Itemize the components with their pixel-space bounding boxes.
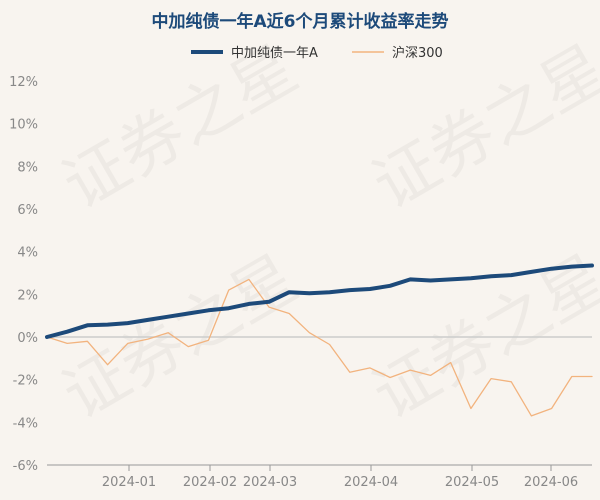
y-tick-label: 12% <box>9 75 38 90</box>
x-tick-label: 2024-05 <box>445 475 499 490</box>
watermark-text: 证券之星 <box>361 242 600 434</box>
legend: 中加纯债一年A 沪深300 <box>191 45 443 61</box>
x-tick-label: 2024-02 <box>183 475 237 490</box>
series-line-2 <box>46 278 593 417</box>
y-tick-label: -2% <box>13 374 38 389</box>
y-axis-ticks: 12% 10% 8% 6% 4% 2% 0% -2% -4% -6% <box>9 75 38 474</box>
y-tick-label: 0% <box>17 331 38 346</box>
watermark-text: 证券之星 <box>51 242 310 434</box>
x-tick-label: 2024-06 <box>524 475 578 490</box>
watermark: 证券之星证券之星证券之星证券之星 <box>51 32 600 434</box>
y-tick-label: -6% <box>13 459 38 474</box>
series-layer <box>45 263 594 417</box>
y-tick-label: 10% <box>9 118 38 133</box>
y-tick-label: 8% <box>17 160 38 175</box>
legend-label-series-2: 沪深300 <box>392 45 443 61</box>
y-tick-label: -4% <box>13 416 38 431</box>
y-tick-label: 4% <box>17 246 38 261</box>
series-line-1 <box>45 263 594 339</box>
x-tick-label: 2024-01 <box>102 475 156 490</box>
legend-label-series-1: 中加纯债一年A <box>231 46 318 61</box>
y-tick-label: 2% <box>17 288 38 303</box>
x-tick-label: 2024-03 <box>243 475 297 490</box>
chart-title: 中加纯债一年A近6个月累计收益率走势 <box>152 11 449 32</box>
x-tick-label: 2024-04 <box>344 475 398 490</box>
x-axis-ticks: 2024-01 2024-02 2024-03 2024-04 2024-05 2024-… <box>102 465 578 490</box>
y-tick-label: 6% <box>17 203 38 218</box>
